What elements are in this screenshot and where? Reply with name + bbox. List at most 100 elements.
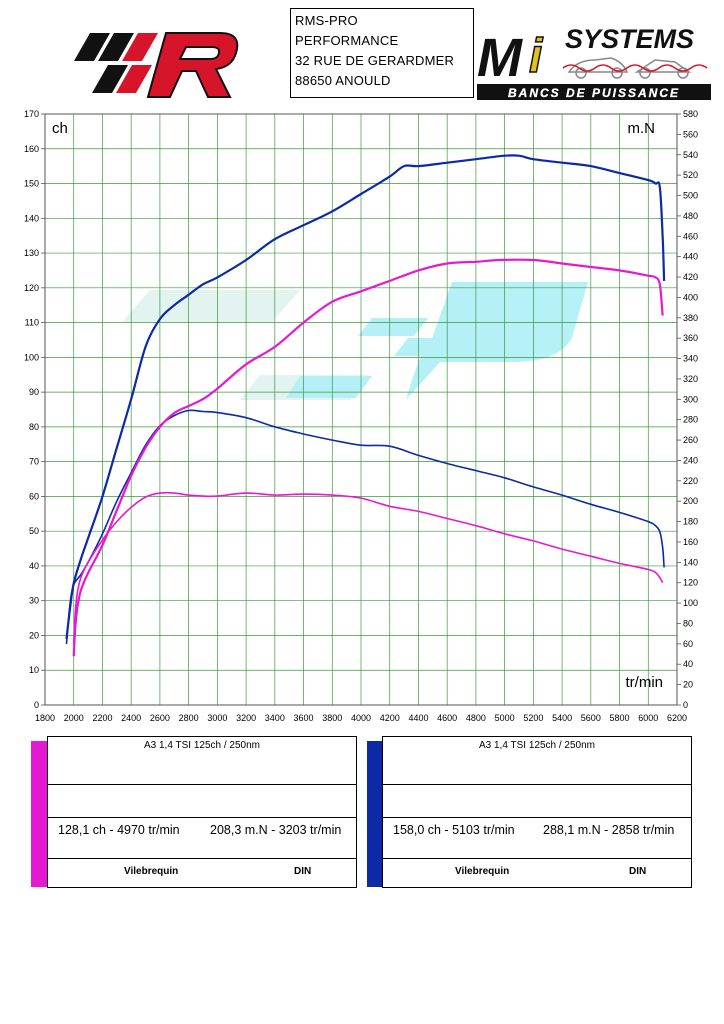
y-right-tick-label: 240 xyxy=(683,455,698,465)
logo-letter-m: M xyxy=(477,28,523,88)
panel-magenta-torque: 208,3 m.N - 3203 tr/min xyxy=(210,823,342,837)
y-left-tick-label: 0 xyxy=(34,700,39,710)
y-right-tick-label: 100 xyxy=(683,598,698,608)
panel-magenta-color-bar xyxy=(31,741,47,887)
panel-magenta-stats-row xyxy=(48,817,356,859)
y-left-tick-label: 170 xyxy=(24,109,39,119)
x-tick-label: 5400 xyxy=(552,713,572,723)
logo-letter-i: i xyxy=(529,30,544,83)
panel-magenta-norm: DIN xyxy=(294,866,312,877)
y-right-tick-label: 420 xyxy=(683,272,698,282)
x-tick-label: 2800 xyxy=(179,713,199,723)
x-tick-label: 5600 xyxy=(581,713,601,723)
x-tick-label: 4800 xyxy=(466,713,486,723)
y-left-tick-label: 140 xyxy=(24,213,39,223)
chart-grid xyxy=(45,114,677,705)
logo-subtitle: BANCS DE PUISSANCE xyxy=(508,86,680,100)
y-right-axis-ticks: 0 20 40 60 80 100 120 140 160 180 200 220 240 260 280 3… xyxy=(677,109,698,710)
x-tick-label: 2400 xyxy=(121,713,141,723)
x-tick-label: 3600 xyxy=(294,713,314,723)
y-right-tick-label: 300 xyxy=(683,394,698,404)
y-right-tick-label: 400 xyxy=(683,292,698,302)
y-right-tick-label: 80 xyxy=(683,618,693,628)
y-right-tick-label: 380 xyxy=(683,313,698,323)
address-line-1: RMS-PRO xyxy=(295,13,358,28)
x-tick-label: 4600 xyxy=(437,713,457,723)
y-left-tick-label: 90 xyxy=(29,387,39,397)
x-tick-label: 5800 xyxy=(610,713,630,723)
y-left-axis-ticks: 0 10 20 30 40 50 60 70 80 90 100 110 120 130 140 150 160… xyxy=(24,109,45,710)
logo-letter-r xyxy=(146,32,239,98)
dyno-chart: 1800 2000 2200 2400 2600 2800 3000 3200 3400 3600… xyxy=(24,109,698,723)
y-right-tick-label: 20 xyxy=(683,680,693,690)
y-right-tick-label: 440 xyxy=(683,252,698,262)
y-right-tick-label: 40 xyxy=(683,659,693,669)
x-axis-ticks: 1800 2000 2200 2400 2600 2800 3000 3200 3400 3600… xyxy=(35,713,687,723)
y-right-tick-label: 540 xyxy=(683,150,698,160)
y-right-tick-label: 0 xyxy=(683,700,688,710)
logo-subtitle-band xyxy=(477,84,711,100)
y-right-tick-label: 200 xyxy=(683,496,698,506)
y-right-tick-label: 180 xyxy=(683,517,698,527)
address-box: RMS-PRO PERFORMANCE 32 RUE DE GERARDMER … xyxy=(290,8,474,98)
y-right-tick-label: 140 xyxy=(683,557,698,567)
x-tick-label: 3000 xyxy=(207,713,227,723)
x-tick-label: 3200 xyxy=(236,713,256,723)
logo-speed-stripes xyxy=(74,33,158,93)
panel-blue-power: 158,0 ch - 5103 tr/min xyxy=(393,823,515,837)
y-right-tick-label: 220 xyxy=(683,476,698,486)
y-left-tick-label: 10 xyxy=(29,665,39,675)
panel-blue-torque: 288,1 m.N - 2858 tr/min xyxy=(543,823,675,837)
chart-curves xyxy=(65,154,666,657)
y-right-tick-label: 120 xyxy=(683,578,698,588)
y-left-tick-label: 150 xyxy=(24,179,39,189)
panel-magenta-power: 128,1 ch - 4970 tr/min xyxy=(58,823,180,837)
y-right-tick-label: 360 xyxy=(683,333,698,343)
series-magenta-power-line xyxy=(72,258,664,657)
panel-magenta-mode: Vilebrequin xyxy=(124,866,179,877)
y-left-tick-label: 60 xyxy=(29,491,39,501)
y-left-tick-label: 110 xyxy=(25,318,39,328)
x-tick-label: 6200 xyxy=(667,713,687,723)
background-watermark xyxy=(122,282,588,400)
series-blue-power-line xyxy=(65,154,666,640)
series-magenta-torque-line xyxy=(72,491,664,644)
panel-magenta-title: A3 1,4 TSI 125ch / 250nm xyxy=(143,740,260,751)
x-tick-label: 5000 xyxy=(495,713,515,723)
x-tick-label: 2000 xyxy=(64,713,84,723)
y-left-tick-label: 20 xyxy=(29,630,39,640)
panel-blue-empty-row xyxy=(383,784,691,818)
series-blue-torque-line xyxy=(65,409,665,644)
x-tick-label: 2600 xyxy=(150,713,170,723)
x-tick-label: 6000 xyxy=(638,713,658,723)
y-right-tick-label: 60 xyxy=(683,639,693,649)
logo-systems-text: SYSTEMS xyxy=(565,24,694,54)
x-tick-label: 3800 xyxy=(322,713,342,723)
y-left-tick-label: 80 xyxy=(29,422,39,432)
y-left-tick-label: 70 xyxy=(29,457,39,467)
y-left-tick-label: 30 xyxy=(29,596,39,606)
address-line-4: 88650 ANOULD xyxy=(295,73,391,88)
x-tick-label: 2200 xyxy=(92,713,112,723)
y-right-tick-label: 340 xyxy=(683,354,698,364)
y-right-tick-label: 480 xyxy=(683,211,698,221)
y-right-tick-label: 260 xyxy=(683,435,698,445)
y-right-tick-label: 460 xyxy=(683,231,698,241)
panel-blue-color-bar xyxy=(367,741,383,887)
panel-blue-mode: Vilebrequin xyxy=(455,866,510,877)
x-tick-label: 4200 xyxy=(380,713,400,723)
panel-blue-stats-row xyxy=(383,817,691,859)
x-axis-unit-label: tr/min xyxy=(626,674,664,691)
plot-frame xyxy=(44,113,678,706)
panel-blue: A3 1,4 TSI 125ch / 250nm 158,0 ch - 5103… xyxy=(382,736,692,888)
y-right-tick-label: 520 xyxy=(683,170,698,180)
y-left-tick-label: 50 xyxy=(29,526,39,536)
panel-magenta: A3 1,4 TSI 125ch / 250nm 128,1 ch - 4970… xyxy=(47,736,357,888)
panel-blue-norm: DIN xyxy=(629,866,647,877)
y-right-tick-label: 580 xyxy=(683,109,698,119)
panel-blue-title: A3 1,4 TSI 125ch / 250nm xyxy=(478,740,595,751)
y-right-tick-label: 500 xyxy=(683,191,698,201)
y-left-tick-label: 40 xyxy=(29,561,39,571)
y-left-tick-label: 130 xyxy=(24,248,39,258)
x-tick-label: 4000 xyxy=(351,713,371,723)
